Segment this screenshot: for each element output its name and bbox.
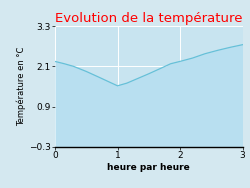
Title: Evolution de la température: Evolution de la température: [55, 12, 242, 25]
X-axis label: heure par heure: heure par heure: [108, 163, 190, 172]
Y-axis label: Température en °C: Température en °C: [17, 47, 26, 126]
